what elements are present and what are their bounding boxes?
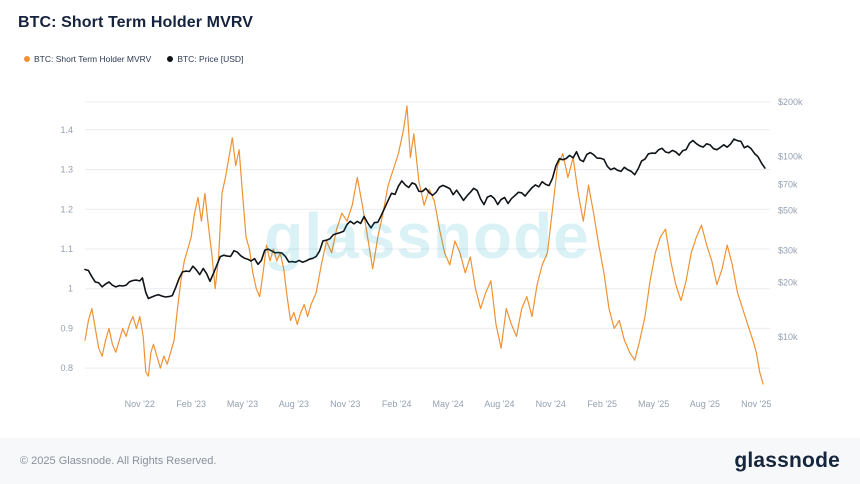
chart-legend: BTC: Short Term Holder MVRV BTC: Price [… <box>24 54 243 64</box>
x-axis-tick-label: Feb '24 <box>382 399 412 409</box>
x-axis-tick-label: Nov '23 <box>330 399 360 409</box>
left-axis-tick-label: 0.8 <box>60 363 73 373</box>
price-series-line[interactable] <box>84 138 766 300</box>
right-axis-tick-label: $20k <box>778 277 798 287</box>
legend-label-price: BTC: Price [USD] <box>177 54 244 64</box>
line-chart[interactable]: 0.8 0.9 1 1.1 1.2 1.3 1.4 $10k $20k $30k $50k $70k $… <box>0 88 860 428</box>
legend-item-price[interactable]: BTC: Price [USD] <box>167 54 243 64</box>
chart-area: 0.8 0.9 1 1.1 1.2 1.3 1.4 $10k $20k $30k $50k $70k $… <box>0 88 860 428</box>
left-axis-tick-label: 1.3 <box>60 165 73 175</box>
x-axis-tick-label: May '24 <box>432 399 463 409</box>
left-axis-tick-label: 1 <box>68 284 73 294</box>
x-axis-tick-label: May '25 <box>638 399 669 409</box>
page-title: BTC: Short Term Holder MVRV <box>18 14 254 31</box>
legend-label-mvrv: BTC: Short Term Holder MVRV <box>34 54 152 64</box>
x-axis-tick-label: Feb '23 <box>176 399 206 409</box>
footer: © 2025 Glassnode. All Rights Reserved. g… <box>0 438 860 484</box>
mvrv-series-line[interactable] <box>84 105 764 385</box>
x-axis-tick-label: Aug '24 <box>484 399 514 409</box>
copyright-text: © 2025 Glassnode. All Rights Reserved. <box>20 455 217 467</box>
x-axis-tick-label: Nov '22 <box>125 399 155 409</box>
x-axis-tick-label: Nov '24 <box>536 399 566 409</box>
x-axis-tick-label: May '23 <box>227 399 258 409</box>
right-axis-tick-label: $50k <box>778 206 798 216</box>
right-axis-tick-label: $100k <box>778 151 803 161</box>
price-series-dot-icon <box>167 56 174 62</box>
glassnode-logo: glassnode <box>734 449 840 472</box>
left-axis-tick-label: 0.9 <box>60 323 73 333</box>
legend-item-mvrv[interactable]: BTC: Short Term Holder MVRV <box>24 54 151 64</box>
mvrv-series-dot-icon <box>24 56 30 62</box>
x-axis-tick-label: Aug '23 <box>279 399 309 409</box>
right-axis-tick-label: $200k <box>778 97 803 107</box>
left-axis-tick-label: 1.2 <box>60 204 73 214</box>
right-axis-tick-label: $10k <box>778 332 798 342</box>
x-axis-tick-label: Nov '25 <box>741 399 771 409</box>
right-axis-tick-label: $30k <box>778 246 798 256</box>
left-axis-tick-label: 1.1 <box>60 244 73 254</box>
x-axis-tick-label: Aug '25 <box>690 399 720 409</box>
x-axis-tick-label: Feb '25 <box>587 399 617 409</box>
right-axis-tick-label: $70k <box>778 179 798 189</box>
left-axis-tick-label: 1.4 <box>60 125 73 135</box>
